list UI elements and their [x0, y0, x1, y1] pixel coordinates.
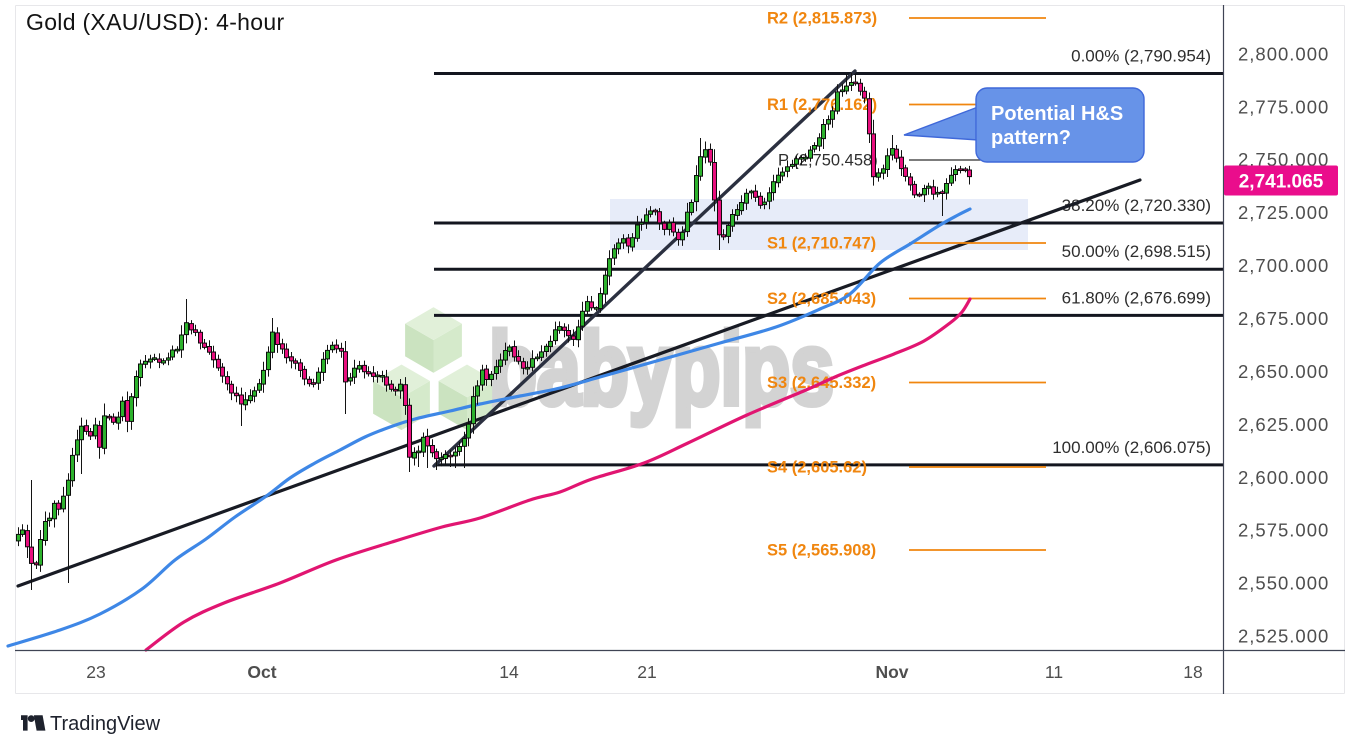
svg-text:2,775.000: 2,775.000	[1238, 96, 1329, 117]
svg-text:S2 (2,685.043): S2 (2,685.043)	[767, 290, 876, 308]
svg-text:23: 23	[86, 662, 105, 682]
svg-text:S1 (2,710.747): S1 (2,710.747)	[767, 235, 876, 253]
svg-text:100.00% (2,606.075): 100.00% (2,606.075)	[1052, 438, 1211, 457]
svg-text:R2 (2,815.873): R2 (2,815.873)	[767, 10, 877, 28]
svg-text:50.00% (2,698.515): 50.00% (2,698.515)	[1062, 242, 1211, 261]
svg-text:2,725.000: 2,725.000	[1238, 202, 1329, 223]
svg-text:TradingView: TradingView	[50, 713, 161, 735]
svg-text:14: 14	[499, 662, 519, 682]
svg-text:Oct: Oct	[247, 662, 276, 682]
svg-text:Gold (XAU/USD): 4-hour: Gold (XAU/USD): 4-hour	[26, 9, 284, 35]
svg-text:Nov: Nov	[875, 662, 908, 682]
svg-text:2,600.000: 2,600.000	[1238, 467, 1329, 488]
svg-text:2,675.000: 2,675.000	[1238, 308, 1329, 329]
svg-text:2,525.000: 2,525.000	[1238, 626, 1329, 647]
svg-text:2,741.065: 2,741.065	[1239, 172, 1324, 193]
svg-text:S4 (2,605.62): S4 (2,605.62)	[767, 459, 867, 477]
svg-text:11: 11	[1045, 662, 1063, 682]
svg-text:S5 (2,565.908): S5 (2,565.908)	[767, 542, 876, 560]
svg-text:0.00% (2,790.954): 0.00% (2,790.954)	[1071, 47, 1211, 66]
svg-text:Potential H&S: Potential H&S	[991, 103, 1123, 125]
svg-text:61.80% (2,676.699): 61.80% (2,676.699)	[1062, 288, 1211, 307]
svg-text:2,625.000: 2,625.000	[1238, 414, 1329, 435]
svg-text:18: 18	[1183, 662, 1202, 682]
svg-text:R1 (2,776.162): R1 (2,776.162)	[767, 96, 877, 114]
svg-text:2,750.000: 2,750.000	[1238, 149, 1329, 170]
svg-text:2,650.000: 2,650.000	[1238, 361, 1329, 382]
svg-text:2,800.000: 2,800.000	[1238, 43, 1329, 64]
svg-text:2,700.000: 2,700.000	[1238, 255, 1329, 276]
svg-text:pattern?: pattern?	[991, 127, 1071, 149]
svg-text:2,550.000: 2,550.000	[1238, 573, 1329, 594]
svg-text:21: 21	[637, 662, 656, 682]
svg-text:2,575.000: 2,575.000	[1238, 520, 1329, 541]
svg-text:babypips: babypips	[489, 311, 834, 426]
svg-text:P (2,750.458): P (2,750.458)	[778, 152, 878, 170]
svg-text:38.20% (2,720.330): 38.20% (2,720.330)	[1062, 196, 1211, 215]
